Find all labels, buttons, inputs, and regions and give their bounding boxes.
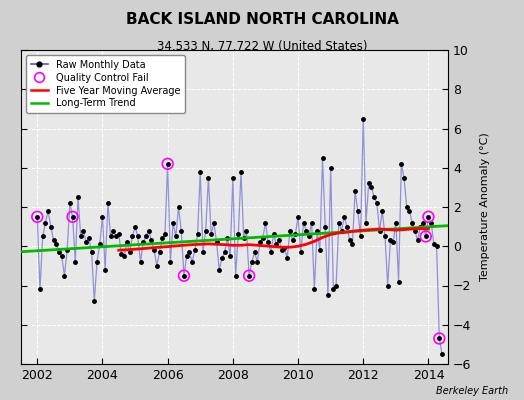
Legend: Raw Monthly Data, Quality Control Fail, Five Year Moving Average, Long-Term Tren: Raw Monthly Data, Quality Control Fail, …: [26, 55, 185, 113]
Y-axis label: Temperature Anomaly (°C): Temperature Anomaly (°C): [479, 133, 489, 281]
Point: [68, 214, 77, 220]
Point: [424, 214, 433, 220]
Point: [422, 233, 430, 240]
Text: BACK ISLAND NORTH CAROLINA: BACK ISLAND NORTH CAROLINA: [126, 12, 398, 27]
Text: Berkeley Earth: Berkeley Earth: [436, 386, 508, 396]
Text: 34.533 N, 77.722 W (United States): 34.533 N, 77.722 W (United States): [157, 40, 367, 53]
Point: [180, 272, 188, 279]
Point: [435, 335, 443, 342]
Point: [245, 272, 253, 279]
Point: [163, 161, 172, 167]
Point: [33, 214, 41, 220]
